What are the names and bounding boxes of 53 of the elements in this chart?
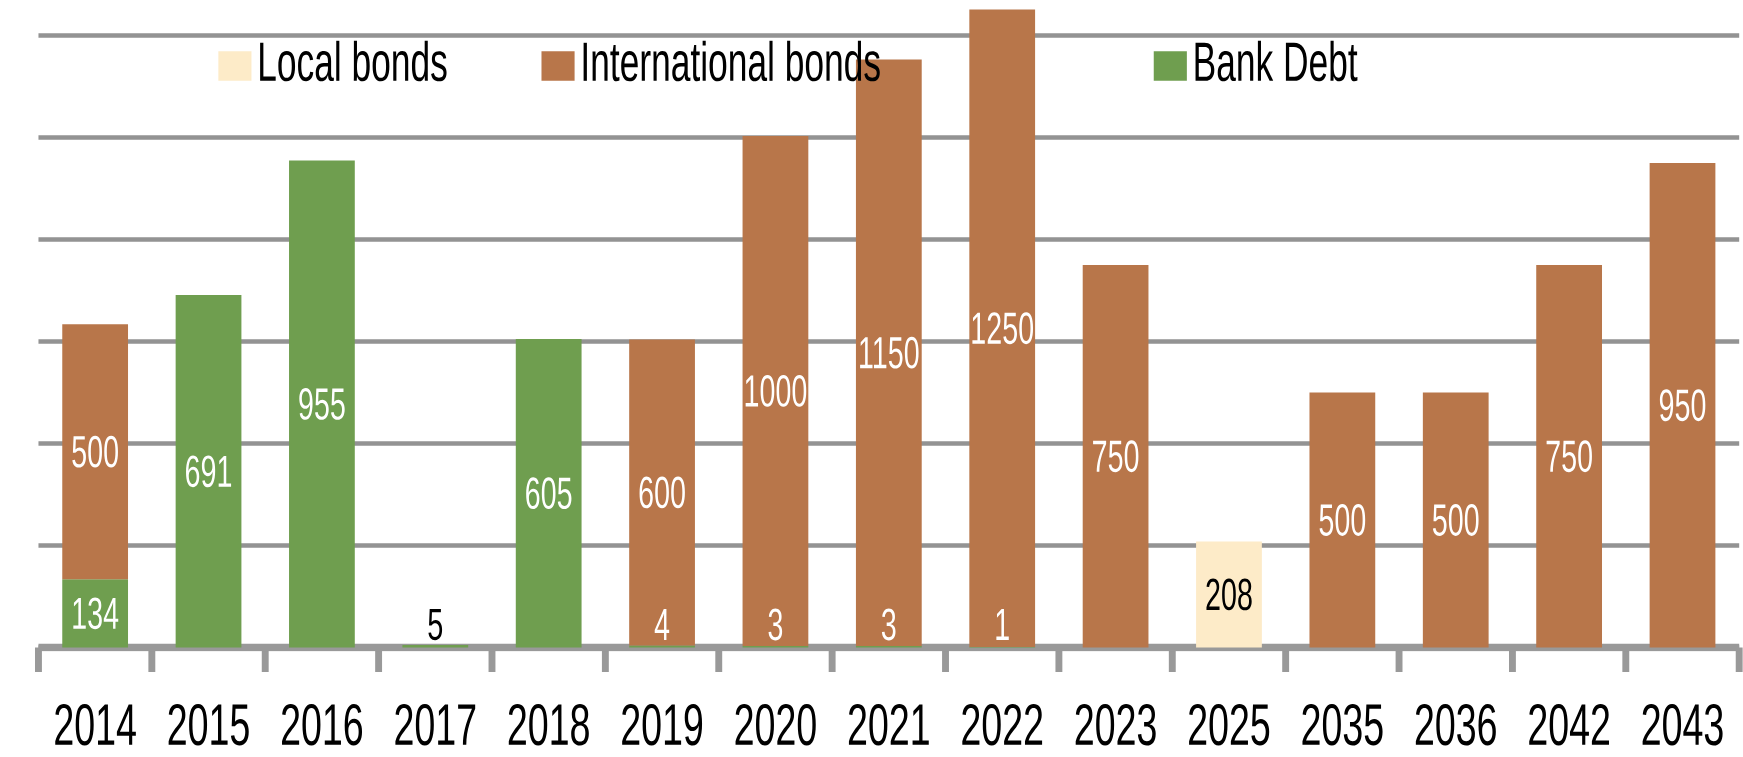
data-label: 600 [639,476,685,509]
data-label: 5 [428,608,443,641]
data-label: 208 [1206,578,1252,611]
bar [1649,163,1716,648]
data-label: 500 [72,435,118,468]
bar [515,338,582,648]
x-tick-label: 2016 [282,703,363,746]
legend-label: Local bonds [260,40,447,82]
x-tick-label: 2014 [55,703,136,746]
data-label: 1250 [972,312,1034,345]
bar [1196,541,1262,648]
x-tick-label: 2015 [168,703,249,746]
data-label: 750 [1546,440,1592,473]
data-label: 134 [73,597,119,630]
x-tick-label: 2022 [962,703,1043,746]
x-tick-label: 2025 [1189,703,1270,746]
bar [629,645,695,648]
data-label: 3 [768,608,783,641]
data-label: 950 [1659,389,1706,422]
data-label: 3 [881,608,896,641]
data-label: 955 [299,388,345,420]
data-label: 500 [1432,504,1479,536]
data-label: 4 [654,609,670,640]
legend-label: International bonds [583,40,880,82]
x-tick-label: 2021 [848,703,929,746]
x-tick-label: 2023 [1075,703,1156,746]
data-label: 1000 [745,375,807,407]
x-tick-label: 2042 [1529,703,1610,746]
bar [62,324,129,580]
data-label: 605 [526,477,572,510]
x-tick-label: 2036 [1415,703,1496,746]
bar [1536,265,1603,648]
x-tick-label: 2043 [1642,703,1723,746]
bar [969,9,1036,647]
bar [1082,265,1149,648]
data-label: 750 [1093,440,1139,473]
data-label: 1150 [860,336,919,369]
x-tick-label: 2018 [508,703,589,746]
bar [1309,392,1376,648]
legend-label: Bank Debt [1195,40,1358,82]
x-tick-label: 2020 [735,703,816,746]
bar [742,136,809,646]
data-label: 1 [996,609,1009,640]
bar [289,160,355,648]
x-tick-label: 2017 [395,703,476,746]
bar [1422,392,1489,648]
x-tick-label: 2019 [622,703,703,746]
data-label: 691 [186,455,232,488]
bar [62,579,129,648]
bar [175,295,242,648]
x-tick-label: 2035 [1302,703,1383,746]
data-label: 500 [1319,504,1366,536]
bar [629,339,695,646]
